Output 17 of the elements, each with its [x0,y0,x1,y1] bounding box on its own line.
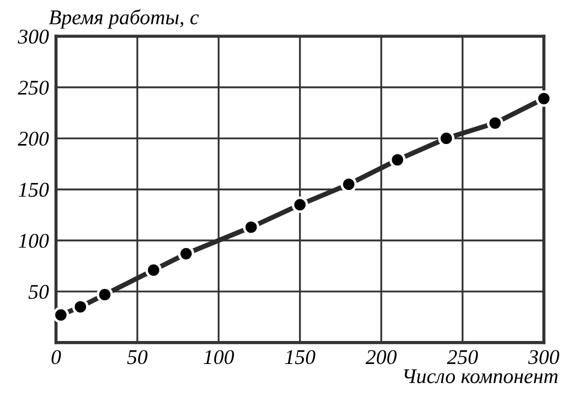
x-axis-title: Число компонент [404,369,558,384]
y-tick-label: 150 [18,182,49,197]
x-tick-label: 100 [204,350,234,364]
x-tick-label: 50 [127,350,148,364]
x-tick-label: 200 [366,350,397,364]
y-tick-label: 50 [28,284,49,299]
y-tick-label: 200 [18,132,49,146]
point [52,306,70,324]
y-tick-label: 300 [18,30,49,44]
y-tick-label: 250 [18,80,49,95]
x-tick-label: 0 [52,350,61,364]
x-tick-label: 300 [528,350,560,364]
x-tick-label: 150 [285,350,316,364]
x-tick-label: 250 [446,350,478,364]
point [292,196,308,213]
y-axis-title: Время работы, с [48,9,199,29]
y-tick-label: 100 [18,234,49,248]
